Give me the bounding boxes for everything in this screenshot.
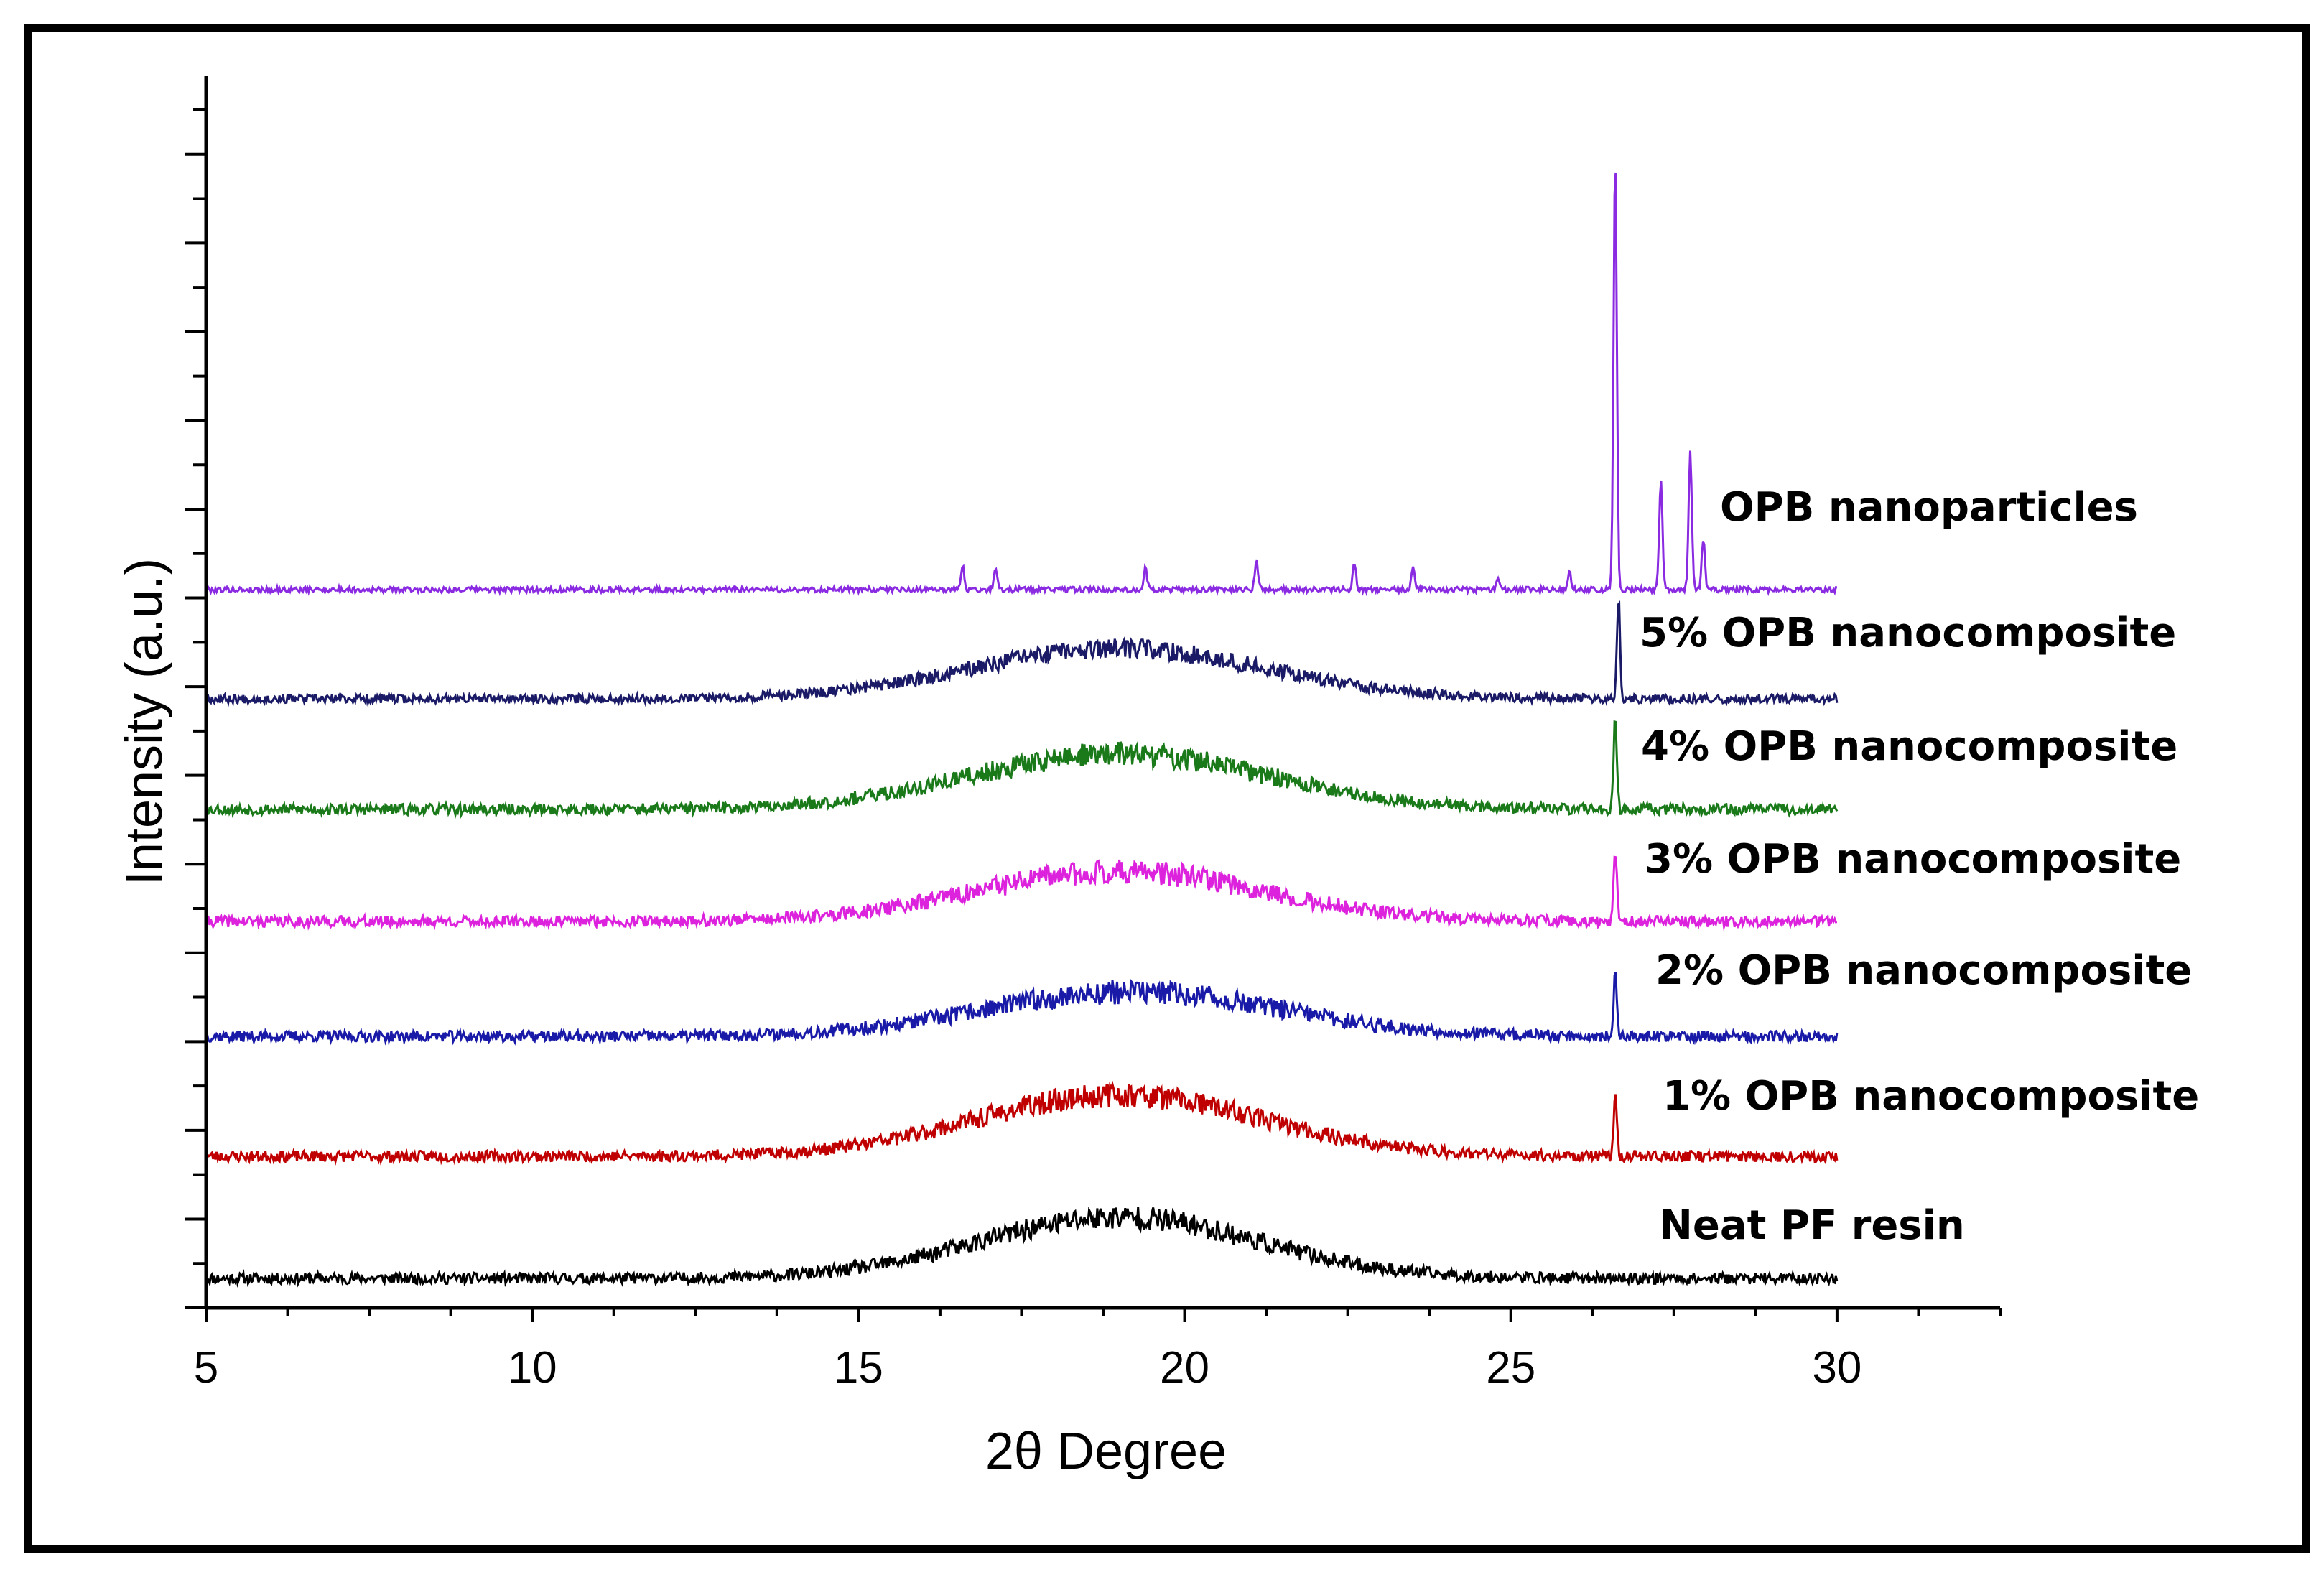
series-label-6: OPB nanoparticles bbox=[1720, 484, 2138, 531]
x-tick-label: 5 bbox=[194, 1343, 218, 1393]
x-tick-label: 10 bbox=[508, 1343, 557, 1393]
series-label-0: Neat PF resin bbox=[1659, 1202, 1965, 1249]
series-line-3 bbox=[205, 855, 1838, 931]
x-tick-label: 20 bbox=[1160, 1343, 1209, 1393]
series-line-2 bbox=[205, 972, 1839, 1046]
traces-group bbox=[205, 172, 1839, 1288]
series-line-5 bbox=[205, 600, 1839, 707]
series-label-5: 5% OPB nanocomposite bbox=[1640, 610, 2176, 656]
figure-frame: 5 10 15 20 25 30 Neat PF resin 1% OPB nanocomp… bbox=[24, 24, 2310, 1553]
series-label-4: 4% OPB nanocomposite bbox=[1641, 723, 2177, 770]
x-ticks-group: 5 10 15 20 25 30 bbox=[194, 1308, 2002, 1393]
x-tick-label: 30 bbox=[1812, 1343, 1861, 1393]
axes-group: 5 10 15 20 25 30 bbox=[185, 76, 2002, 1393]
y-axis-title: Intensity (a.u.) bbox=[116, 558, 173, 886]
series-label-2: 2% OPB nanocomposite bbox=[1655, 947, 2192, 994]
series-label-1: 1% OPB nanocomposite bbox=[1663, 1073, 2199, 1120]
x-axis-title: 2θ Degree bbox=[985, 1423, 1227, 1480]
series-line-4 bbox=[205, 720, 1839, 819]
x-tick-label: 15 bbox=[834, 1343, 883, 1393]
series-label-3: 3% OPB nanocomposite bbox=[1645, 836, 2181, 883]
series-line-0 bbox=[205, 1206, 1839, 1288]
series-labels-group: Neat PF resin 1% OPB nanocomposite 2% OPB … bbox=[1640, 484, 2199, 1249]
series-line-1 bbox=[205, 1080, 1839, 1166]
series-line-6 bbox=[205, 172, 1837, 597]
xrd-chart: 5 10 15 20 25 30 Neat PF resin 1% OPB nanocomp… bbox=[116, 76, 2199, 1480]
x-tick-label: 25 bbox=[1486, 1343, 1535, 1393]
y-ticks-group bbox=[185, 108, 206, 1309]
